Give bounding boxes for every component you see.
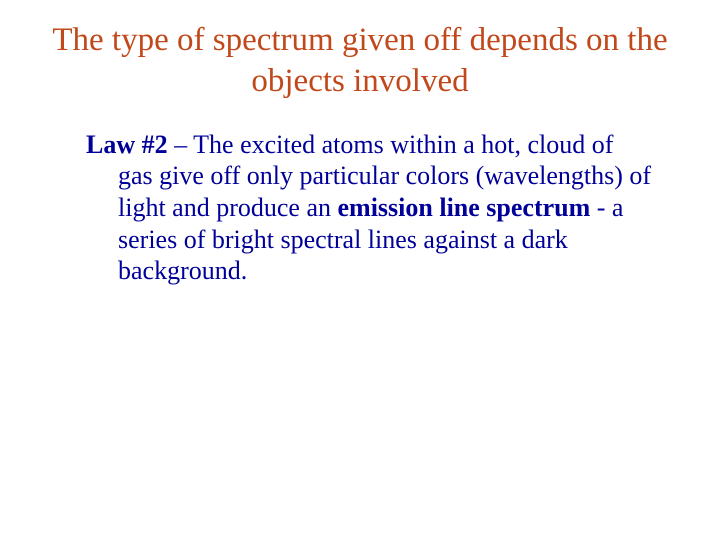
law-label: Law #2 bbox=[86, 130, 168, 159]
body-paragraph: Law #2 – The excited atoms within a hot,… bbox=[86, 129, 652, 288]
body-container: Law #2 – The excited atoms within a hot,… bbox=[28, 129, 692, 288]
slide: The type of spectrum given off depends o… bbox=[0, 0, 720, 540]
emission-term: emission line spectrum bbox=[338, 193, 591, 222]
slide-title: The type of spectrum given off depends o… bbox=[28, 20, 692, 103]
